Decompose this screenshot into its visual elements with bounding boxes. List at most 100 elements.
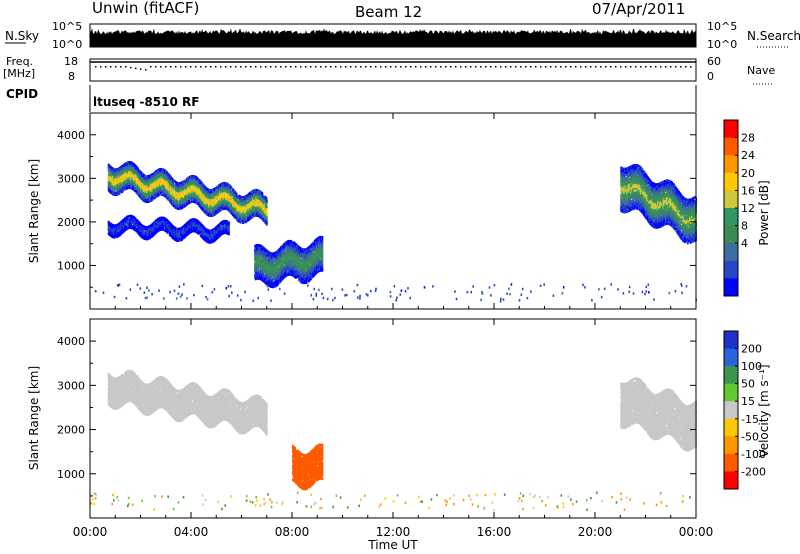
power-cell xyxy=(184,195,186,198)
power-cell xyxy=(248,216,250,219)
power-cell xyxy=(132,184,134,187)
power-cell xyxy=(195,180,197,183)
power-cell xyxy=(129,222,131,225)
nave-dot xyxy=(405,66,407,68)
power-cell xyxy=(219,195,221,198)
power-cell xyxy=(159,216,161,220)
nave-dot xyxy=(205,66,207,68)
power-cell xyxy=(196,176,198,179)
power-cell xyxy=(264,208,267,211)
power-cell xyxy=(145,235,148,239)
power-cell xyxy=(259,192,262,196)
power-cell xyxy=(198,196,201,200)
nave-dot xyxy=(220,66,222,68)
power-cell xyxy=(141,176,144,180)
power-cell xyxy=(130,222,132,226)
power-cell xyxy=(151,194,153,198)
power-cell xyxy=(193,190,196,194)
power-cell xyxy=(218,192,220,195)
power-cell xyxy=(239,207,241,210)
power-cell xyxy=(131,162,134,165)
power-cell xyxy=(122,168,124,171)
power-cell xyxy=(153,223,156,226)
power-cell xyxy=(119,186,121,189)
power-cell xyxy=(189,175,192,178)
power-cell xyxy=(241,198,244,201)
power-cell xyxy=(261,214,264,217)
nave-dot xyxy=(615,66,617,68)
power-cell xyxy=(237,197,239,201)
power-cell xyxy=(185,200,187,203)
power-cell xyxy=(117,193,119,196)
power-cell xyxy=(239,217,242,220)
power-cell xyxy=(227,199,230,202)
nave-dot xyxy=(400,66,402,68)
nave-dot xyxy=(195,66,197,68)
power-cell xyxy=(207,192,209,195)
power-cell xyxy=(217,202,220,206)
power-cell xyxy=(163,171,166,174)
power-cell xyxy=(194,197,196,200)
power-cell xyxy=(170,188,173,192)
power-cell xyxy=(163,186,165,189)
power-cell xyxy=(252,213,254,216)
power-cell xyxy=(184,179,186,182)
power-cell xyxy=(115,172,117,175)
power-cell xyxy=(250,212,252,216)
nave-tick-bottom: 0 xyxy=(707,70,714,83)
power-cell xyxy=(177,185,179,189)
nave-dot xyxy=(175,66,177,68)
power-cell xyxy=(158,193,161,197)
nave-dot xyxy=(345,66,347,68)
power-cell xyxy=(173,185,175,188)
power-cell xyxy=(155,186,157,189)
power-cell xyxy=(154,196,156,199)
power-cell xyxy=(209,208,211,211)
power-cell xyxy=(177,188,180,191)
power-cell xyxy=(225,197,227,201)
power-cell xyxy=(252,207,255,210)
freq-tick-top: 18 xyxy=(64,55,78,68)
power-cell xyxy=(254,208,257,211)
power-cell xyxy=(211,212,214,215)
power-cell xyxy=(130,171,132,174)
nave-dot xyxy=(435,66,437,68)
nave-dot xyxy=(180,66,182,68)
nave-dot xyxy=(620,66,622,68)
power-cell xyxy=(244,199,246,202)
power-cell xyxy=(127,178,129,182)
power-cell xyxy=(113,168,115,171)
power-cell xyxy=(223,185,225,189)
nave-dot xyxy=(140,68,142,70)
power-cell xyxy=(134,177,136,181)
cpid-panel: CPID ltuseq -8510 RF xyxy=(6,85,697,112)
power-cell xyxy=(252,189,254,193)
power-cell xyxy=(165,188,168,191)
power-cell xyxy=(239,220,241,224)
power-cell xyxy=(234,212,237,216)
power-cell xyxy=(215,198,217,202)
power-cell xyxy=(208,202,210,205)
nave-dot xyxy=(380,66,382,68)
power-cell xyxy=(237,199,239,203)
nave-dot xyxy=(670,66,672,68)
power-cell xyxy=(157,217,160,221)
power-cell xyxy=(157,172,160,175)
power-cell xyxy=(204,190,207,193)
nave-dots xyxy=(95,66,692,71)
nave-dot xyxy=(125,66,127,68)
nave-dot xyxy=(150,66,152,68)
nave-dot xyxy=(575,66,577,68)
nave-dot xyxy=(680,66,682,68)
power-cell xyxy=(122,224,125,227)
power-cell xyxy=(125,162,127,165)
power-cell xyxy=(210,193,213,196)
nave-dot xyxy=(280,66,282,68)
power-cell xyxy=(133,173,136,176)
power-cell xyxy=(259,194,262,197)
power-cell xyxy=(203,198,205,201)
power-cell xyxy=(172,194,175,198)
power-cell xyxy=(182,182,185,185)
power-cell xyxy=(197,183,199,186)
power-cell xyxy=(132,180,135,183)
